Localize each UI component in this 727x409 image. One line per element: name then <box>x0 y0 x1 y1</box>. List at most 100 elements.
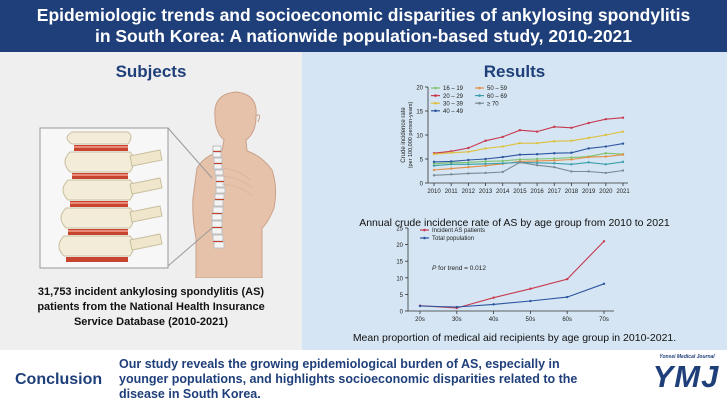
series-line-2 <box>433 117 624 154</box>
data-point <box>529 287 532 290</box>
legend-entry: 20 – 29 <box>443 94 464 100</box>
y-axis-label-line-2: (per 100,000 person-years) <box>408 102 414 169</box>
x-tick-label: 2017 <box>548 189 562 195</box>
data-point <box>418 304 422 308</box>
data-point <box>570 151 573 154</box>
y-tick-label: 15 <box>416 110 423 116</box>
data-point <box>501 135 504 139</box>
y-tick-label: 15 <box>396 260 403 266</box>
legend-marker <box>434 101 437 105</box>
data-point <box>449 160 453 163</box>
data-point <box>587 161 590 164</box>
legend-marker <box>478 86 481 90</box>
legend-marker <box>434 94 437 97</box>
journal-logo: YMJ <box>652 359 720 394</box>
data-point <box>449 163 453 166</box>
x-tick-label: 70s <box>599 317 609 323</box>
data-point <box>621 169 625 172</box>
data-point <box>602 282 606 285</box>
x-tick-label: 30s <box>452 317 462 323</box>
data-point <box>604 171 608 175</box>
incidence-chart: 0 5 10 15 20 2010 2011 2012 2013 2014 2015 2016 2017… <box>401 86 630 196</box>
data-point <box>570 139 573 142</box>
y-tick-label: 10 <box>396 276 403 282</box>
inflamed-discs <box>212 151 224 242</box>
y-tick-label: 20 <box>416 86 423 92</box>
data-point <box>484 160 487 163</box>
header-banner: Epidemiologic trends and socioeconomic d… <box>0 0 727 52</box>
data-point <box>535 157 539 161</box>
annotation-rest: for trend = 0.012 <box>436 265 486 272</box>
data-point <box>484 171 487 175</box>
data-point <box>467 165 470 169</box>
legend-entry: 50 – 59 <box>487 86 508 92</box>
data-point <box>484 162 487 165</box>
data-point <box>621 153 625 156</box>
series-line-5 <box>433 154 624 171</box>
data-point <box>449 173 453 176</box>
x-tick-label: 2020 <box>599 189 613 195</box>
data-point <box>602 240 606 243</box>
y-tick-label: 0 <box>420 182 424 188</box>
x-tick-label: 40s <box>489 317 499 323</box>
incidence-chart-caption: Annual crude incidence rate of AS by age… <box>359 217 670 229</box>
series-line-1 <box>433 152 624 165</box>
series-line-6 <box>433 161 624 167</box>
x-tick-label: 2014 <box>496 189 510 195</box>
data-point <box>566 277 569 281</box>
data-point <box>553 159 556 162</box>
data-point <box>621 116 625 119</box>
data-point <box>518 158 522 161</box>
legend-marker <box>478 94 481 97</box>
data-point <box>570 170 573 173</box>
data-point <box>467 150 470 153</box>
data-point <box>621 160 625 164</box>
x-tick-label: 2016 <box>530 189 544 195</box>
annotation-p: P <box>432 265 437 272</box>
journal-name: Yonsei Medical Journal <box>659 354 715 360</box>
legend-marker <box>434 109 437 113</box>
data-point <box>484 164 487 167</box>
data-point <box>604 145 608 148</box>
series-line-1 <box>419 240 605 309</box>
x-tick-label: 2011 <box>445 189 459 195</box>
data-point <box>570 126 573 129</box>
conclusion-label: Conclusion <box>15 371 103 388</box>
data-point <box>604 117 608 121</box>
x-tick-label: 2012 <box>462 189 476 195</box>
subjects-title: Subjects <box>115 62 187 81</box>
data-point <box>587 155 590 159</box>
data-point <box>570 158 573 161</box>
legend-entry: Total population <box>432 236 474 242</box>
data-point <box>518 161 522 164</box>
data-point <box>484 157 487 161</box>
data-point <box>535 141 539 145</box>
data-point <box>432 168 436 172</box>
data-point <box>535 164 539 167</box>
title-line-2: in South Korea: A nationwide population-… <box>94 26 633 46</box>
x-tick-label: 20s <box>415 317 425 323</box>
data-point <box>484 139 487 142</box>
y-tick-label: 5 <box>420 158 424 164</box>
data-point <box>467 172 470 175</box>
legend-marker <box>478 101 481 105</box>
data-point <box>570 163 573 166</box>
subjects-description: 31,753 incident ankylosing spondylitis (… <box>0 285 302 330</box>
data-point <box>566 295 569 299</box>
y-axis-label: Crude incidence rate (per 100,000 person-… <box>401 102 414 169</box>
data-point <box>455 305 458 309</box>
medical-aid-chart: 0 5 10 15 20 25 20s 30s 40s 50s 60s 70s Incident AS … <box>396 227 614 323</box>
data-point <box>604 163 608 166</box>
data-point <box>587 121 590 125</box>
data-point <box>432 153 436 156</box>
series-line-2 <box>419 283 605 308</box>
series-line-3 <box>433 131 624 155</box>
legend-entry: 60 – 69 <box>487 94 508 100</box>
data-point <box>535 130 539 133</box>
data-point <box>501 159 504 163</box>
results-panel: Results 0 5 10 15 20 2010 2011 2012 2013 2014 2015… <box>302 52 727 350</box>
data-point <box>449 151 453 154</box>
subjects-panel: Subjects <box>0 52 302 350</box>
data-point <box>553 125 556 129</box>
conclusion-line-1: Our study reveals the growing epidemiolo… <box>119 357 560 371</box>
